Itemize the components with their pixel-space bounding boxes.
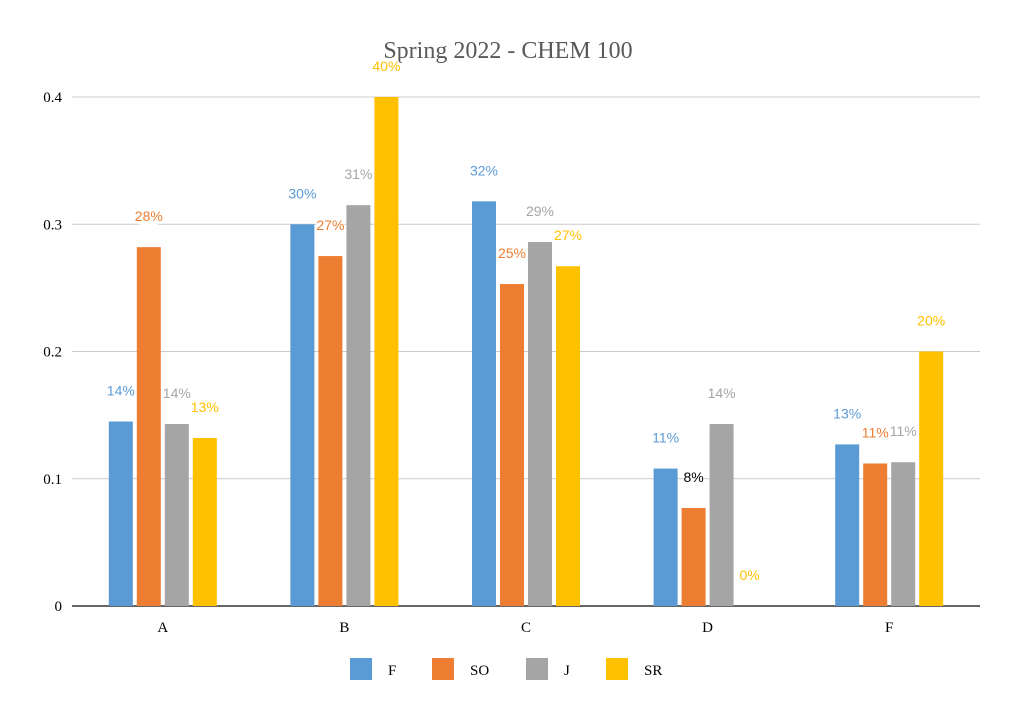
y-tick-label: 0.4 bbox=[43, 90, 62, 106]
bar-f-b bbox=[290, 224, 315, 606]
bar-so-a bbox=[136, 247, 161, 606]
data-label: 14% bbox=[163, 385, 191, 401]
data-label-bg bbox=[344, 166, 373, 184]
data-label: 13% bbox=[191, 399, 219, 415]
data-label: 0% bbox=[739, 567, 759, 583]
bar-f-c bbox=[472, 201, 496, 606]
bar-j-f bbox=[891, 462, 916, 606]
data-label-bg bbox=[707, 385, 736, 403]
bar-f-a bbox=[108, 421, 133, 606]
data-label: 11% bbox=[890, 423, 917, 439]
legend-swatch-so bbox=[432, 658, 454, 680]
y-axis-ticks: 0 0.1 0.2 0.3 0.4 bbox=[43, 90, 62, 615]
bar-sr-c bbox=[556, 266, 580, 606]
y-tick-label: 0.1 bbox=[43, 472, 62, 488]
data-label-bg bbox=[683, 469, 704, 487]
data-label: 14% bbox=[708, 385, 736, 401]
data-label: 28% bbox=[135, 208, 163, 224]
data-label-bg bbox=[889, 423, 918, 441]
x-category-label: F bbox=[885, 620, 893, 636]
data-label: 27% bbox=[554, 227, 582, 243]
bar-so-d bbox=[681, 508, 706, 606]
bar-so-f bbox=[863, 463, 888, 606]
data-label-bg bbox=[106, 382, 135, 400]
data-label: 29% bbox=[526, 203, 554, 219]
bars bbox=[108, 97, 944, 606]
data-label-bg bbox=[316, 217, 345, 235]
legend-label-f: F bbox=[388, 663, 396, 679]
bar-j-c bbox=[528, 242, 552, 606]
bar-f-d bbox=[653, 468, 678, 606]
data-label: 20% bbox=[917, 313, 945, 329]
bar-j-b bbox=[346, 205, 371, 606]
legend-label-sr: SR bbox=[644, 663, 662, 679]
y-tick-label: 0.2 bbox=[43, 345, 62, 361]
data-label: 31% bbox=[344, 166, 372, 182]
data-labels: 14%28%14%13%30%27%31%40%32%25%29%27%11%8… bbox=[107, 58, 945, 584]
bar-sr-b bbox=[374, 97, 399, 606]
data-label-bg bbox=[470, 162, 498, 180]
bar-sr-f bbox=[919, 351, 944, 606]
legend-swatch-f bbox=[350, 658, 372, 680]
data-label: 13% bbox=[833, 405, 861, 421]
chart-title: Spring 2022 - CHEM 100 bbox=[383, 38, 632, 64]
gridlines bbox=[72, 96, 980, 607]
data-label: 27% bbox=[316, 217, 344, 233]
data-label: 30% bbox=[288, 185, 316, 201]
data-label-bg bbox=[651, 429, 680, 447]
bar-j-d bbox=[709, 424, 734, 606]
x-category-label: C bbox=[521, 620, 531, 636]
x-category-label: B bbox=[339, 620, 349, 636]
data-label-bg bbox=[372, 58, 401, 75]
legend-swatch-sr bbox=[606, 658, 628, 680]
legend-label-so: SO bbox=[470, 663, 489, 679]
data-label: 14% bbox=[107, 382, 135, 398]
legend-label-j: J bbox=[564, 663, 570, 679]
y-tick-label: 0 bbox=[55, 599, 63, 615]
x-category-label: A bbox=[157, 620, 168, 636]
legend: F SO J SR bbox=[350, 658, 662, 680]
data-label-bg bbox=[288, 185, 317, 203]
bar-f-f bbox=[835, 444, 860, 606]
data-label-bg bbox=[861, 424, 890, 442]
bar-j-a bbox=[164, 424, 189, 606]
data-label-bg bbox=[739, 567, 760, 584]
data-label-bg bbox=[526, 203, 554, 221]
data-label: 25% bbox=[498, 245, 526, 261]
data-label: 8% bbox=[683, 469, 703, 485]
legend-swatch-j bbox=[526, 658, 548, 680]
data-label-bg bbox=[190, 399, 219, 417]
data-label-bg bbox=[498, 245, 526, 263]
x-category-label: D bbox=[702, 620, 713, 636]
bar-sr-a bbox=[192, 438, 217, 606]
data-label: 11% bbox=[652, 430, 679, 446]
data-label: 32% bbox=[470, 162, 498, 178]
data-label: 11% bbox=[862, 424, 889, 440]
bar-so-c bbox=[500, 284, 524, 606]
data-label-bg bbox=[162, 385, 191, 403]
bar-so-b bbox=[318, 256, 343, 606]
data-label-bg bbox=[917, 312, 946, 330]
data-label-bg bbox=[554, 227, 582, 245]
data-label-bg bbox=[134, 208, 163, 226]
data-label-bg bbox=[833, 405, 862, 423]
data-label: 40% bbox=[372, 58, 400, 74]
y-tick-label: 0.3 bbox=[43, 217, 62, 233]
